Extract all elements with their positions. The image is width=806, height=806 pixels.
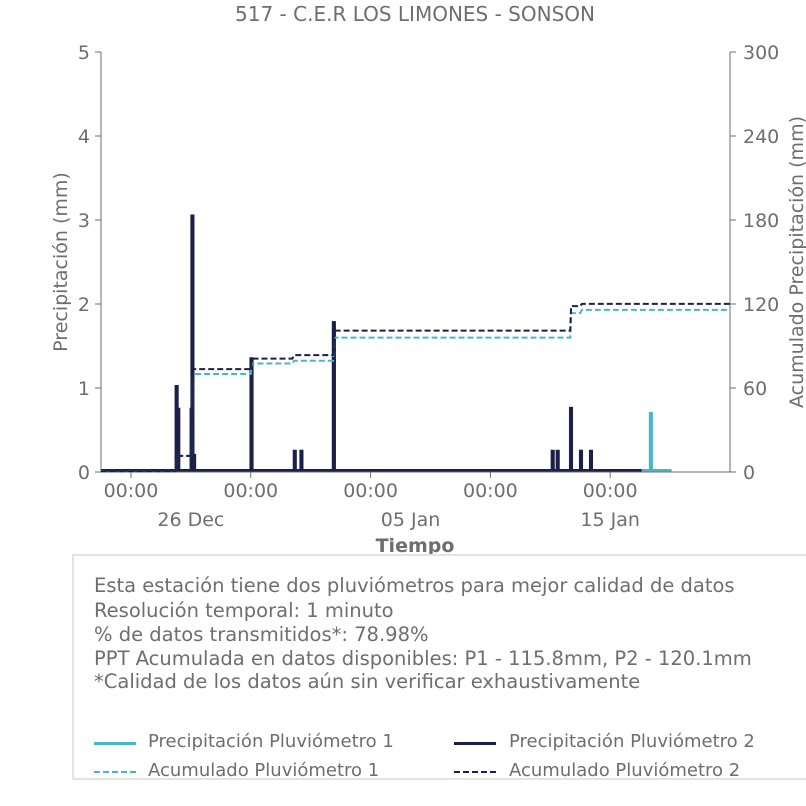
info-box: Esta estación tiene dos pluviómetros par… xyxy=(72,554,806,781)
info-line-stations: Esta estación tiene dos pluviómetros par… xyxy=(94,574,735,597)
legend-label-acc2: Acumulado Pluviómetro 2 xyxy=(509,760,741,781)
x-tick-label: 00:00 xyxy=(463,480,518,502)
series-acumulado-pluvi-metro-1 xyxy=(101,308,730,473)
series-precipitaci-n-pluvi-metro-2 xyxy=(101,214,642,472)
chart-title: 517 - C.E.R LOS LIMONES - SONSON xyxy=(235,2,595,26)
x-tick-label: 00:00 xyxy=(104,480,159,502)
x-date-label: 26 Dec xyxy=(157,509,224,531)
chart-axes xyxy=(100,52,731,473)
y2-axis-label: Acumulado Precipitación (mm) xyxy=(786,116,806,408)
y-tick-label: 4 xyxy=(78,126,90,148)
y-tick-label: 0 xyxy=(78,462,90,484)
legend-label-p1: Precipitación Pluviómetro 1 xyxy=(148,731,394,752)
chart-series xyxy=(101,214,730,473)
y-tick-label: 2 xyxy=(78,294,90,316)
legend-swatch-acc1 xyxy=(94,771,136,773)
x-axis-label: Tiempo xyxy=(376,535,455,557)
y-tick-label: 5 xyxy=(78,42,90,64)
legend-swatch-acc2 xyxy=(454,771,496,773)
y-tick-label: 1 xyxy=(78,378,90,400)
y2-tick-label: 180 xyxy=(743,210,779,232)
y-tick-label: 3 xyxy=(78,210,90,232)
info-line-accumulated: PPT Acumulada en datos disponibles: P1 -… xyxy=(94,647,752,670)
y2-tick-label: 60 xyxy=(743,378,767,400)
series-precipitaci-n-pluvi-metro-1 xyxy=(101,327,672,472)
x-tick-label: 00:00 xyxy=(583,480,638,502)
y2-tick-label: 240 xyxy=(743,126,779,148)
x-date-label: 15 Jan xyxy=(580,509,640,531)
y2-tick-label: 300 xyxy=(743,42,779,64)
info-line-quality-note: *Calidad de los datos aún sin verificar … xyxy=(94,670,641,693)
chart-ticks: 0 1 2 3 4 5 0 60 120 180 240 300 00:00 00:00 00:00 00:0… xyxy=(78,42,779,531)
legend-label-p2: Precipitación Pluviómetro 2 xyxy=(509,731,755,752)
y2-tick-label: 0 xyxy=(743,462,755,484)
x-tick-label: 00:00 xyxy=(223,480,278,502)
info-line-resolution: Resolución temporal: 1 minuto xyxy=(94,599,394,622)
legend-swatch-p2 xyxy=(454,742,496,745)
legend-swatch-p1 xyxy=(94,742,136,745)
y-axis-label: Precipitación (mm) xyxy=(50,172,72,352)
info-line-transmitted: % de datos transmitidos*: 78.98% xyxy=(94,623,429,646)
x-tick-label: 00:00 xyxy=(343,480,398,502)
y2-tick-label: 120 xyxy=(743,294,779,316)
legend-label-acc1: Acumulado Pluviómetro 1 xyxy=(148,760,380,781)
series-acumulado-pluvi-metro-2 xyxy=(101,302,730,473)
x-date-label: 05 Jan xyxy=(381,509,441,531)
